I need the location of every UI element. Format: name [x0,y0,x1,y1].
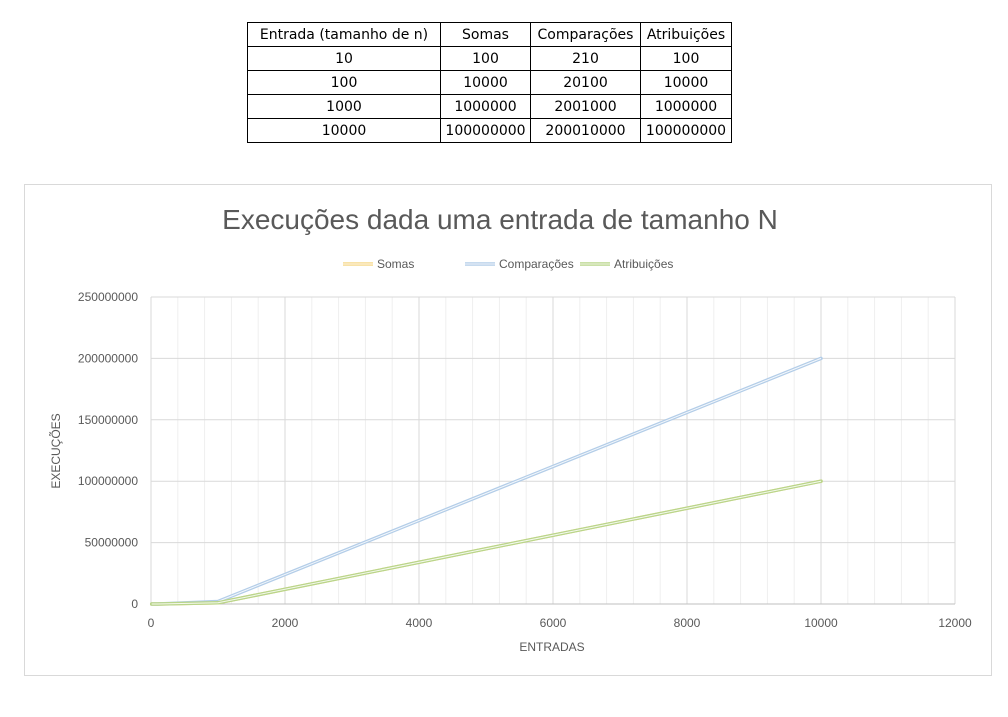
table-cell: 10000 [247,118,441,143]
y-tick-label: 200000000 [78,351,138,365]
table-cell: 100000000 [640,118,732,143]
table-header-cell: Somas [440,22,531,47]
table-row: 1000 1000000 2001000 1000000 [247,94,732,119]
y-axis: 0 50000000 100000000 150000000 200000000 2500… [78,290,138,611]
table-cell: 100 [640,46,732,71]
table-row: 10 100 210 100 [247,46,732,71]
table-cell: 100 [440,46,531,71]
table-header-row: Entrada (tamanho de n) Somas Comparações… [247,22,732,47]
x-tick-label: 8000 [674,616,701,630]
series-lines [149,356,823,606]
table-cell: 10000 [440,70,531,95]
y-tick-label: 150000000 [78,413,138,427]
y-tick-label: 100000000 [78,474,138,488]
table-cell: 1000 [247,94,441,119]
chart-title: Execuções dada uma entrada de tamanho N [222,204,778,235]
x-axis-label: ENTRADAS [519,640,584,654]
table-cell: 200010000 [530,118,641,143]
x-tick-label: 0 [148,616,155,630]
legend: Somas Comparações Atribuições [343,257,673,271]
x-tick-label: 12000 [938,616,972,630]
table-cell: 1000000 [440,94,531,119]
table-cell: 210 [530,46,641,71]
table-cell: 20100 [530,70,641,95]
legend-label: Somas [377,257,414,271]
table-cell: 10000 [640,70,732,95]
line-chart: Execuções dada uma entrada de tamanho N … [48,204,972,654]
x-tick-label: 10000 [804,616,838,630]
x-tick-label: 2000 [272,616,299,630]
chart-area: Execuções dada uma entrada de tamanho N … [24,184,992,676]
table-header-cell: Atribuições [640,22,732,47]
y-tick-label: 50000000 [85,536,139,550]
y-axis-label: EXECUÇÕES [48,413,63,488]
table-cell: 1000000 [640,94,732,119]
x-tick-label: 6000 [540,616,567,630]
table-header-cell: Comparações [530,22,641,47]
table-row: 10000 100000000 200010000 100000000 [247,118,732,143]
x-tick-label: 4000 [406,616,433,630]
table-cell: 100000000 [440,118,531,143]
y-tick-label: 0 [131,597,138,611]
table-cell: 10 [247,46,441,71]
series-line-highlight [151,480,822,605]
legend-label: Comparações [499,257,574,271]
y-tick-label: 250000000 [78,290,138,304]
table-cell: 2001000 [530,94,641,119]
x-axis: 0 2000 4000 6000 8000 10000 12000 [148,616,972,630]
table-cell: 100 [247,70,441,95]
legend-label: Atribuições [614,257,673,271]
gridlines [150,296,956,605]
table-header-cell: Entrada (tamanho de n) [247,22,441,47]
table-row: 100 10000 20100 10000 [247,70,732,95]
results-table: Entrada (tamanho de n) Somas Comparações… [247,22,732,143]
